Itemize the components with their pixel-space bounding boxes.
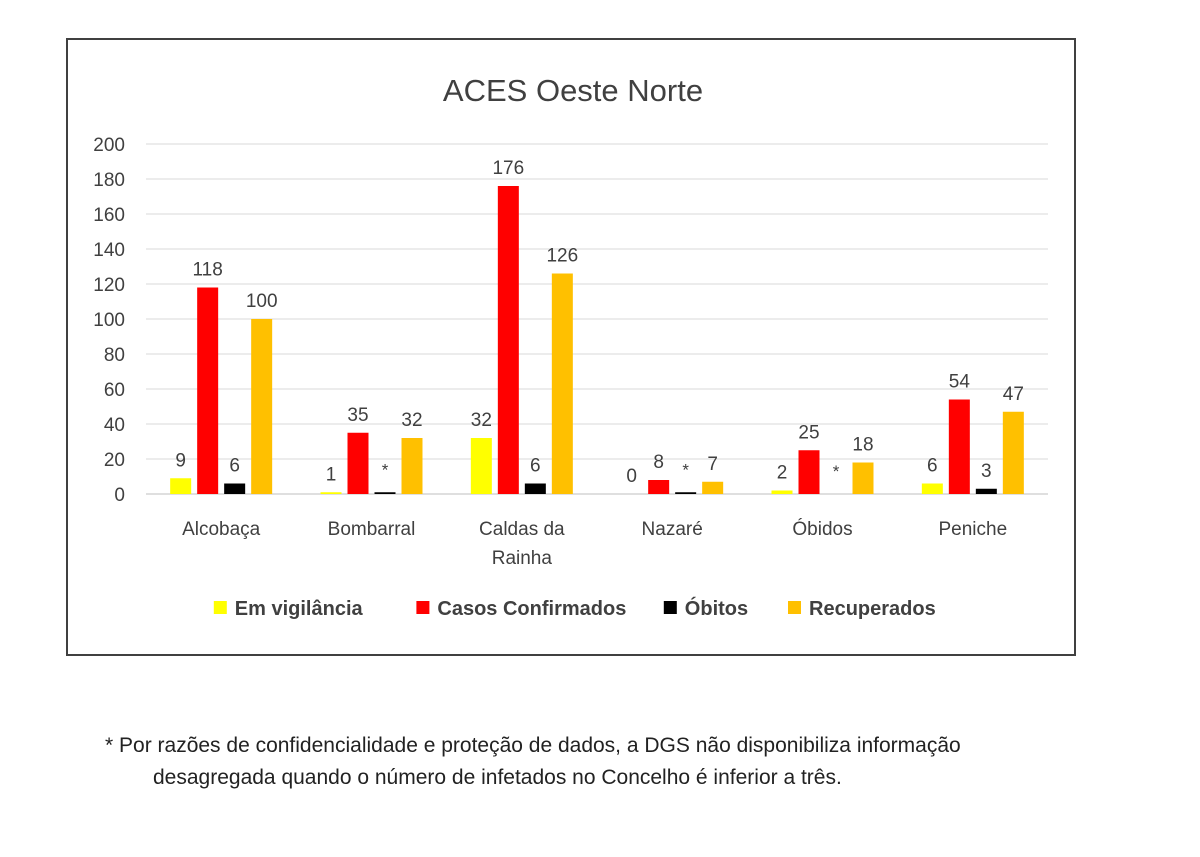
bar: [170, 478, 192, 494]
x-tick-label: Nazaré: [642, 519, 703, 540]
data-label: 9: [175, 450, 186, 471]
legend-swatch: [788, 601, 801, 614]
bar: [401, 438, 423, 494]
data-label: 3: [981, 461, 992, 482]
legend: Em vigilância Casos Confirmados Óbitos Recu…: [213, 596, 936, 620]
bar: [852, 462, 874, 494]
y-tick-label: 140: [93, 240, 125, 261]
legend-label: Recuperados: [809, 598, 936, 620]
data-label: 32: [401, 410, 422, 431]
x-tick-label: Bombarral: [328, 519, 416, 540]
data-labels: 9 1 32 0 2 6 118 35 176 8 25 54 6 * 6 * * 3 100 32 126 7 18 47: [175, 158, 1024, 487]
data-label: 6: [530, 456, 541, 477]
y-tick-label: 120: [93, 275, 125, 296]
bar: [921, 483, 943, 494]
data-label: 176: [492, 158, 524, 179]
bar: [648, 480, 670, 494]
chart-frame: 9 1 32 0 2 6 118 35 176 8 25 54 6 * 6 * * 3 100 32 126 7 18 47 …: [66, 38, 1076, 656]
y-tick-label: 60: [104, 380, 125, 401]
x-tick-label: Alcobaça: [182, 519, 261, 540]
bar: [798, 450, 820, 494]
legend-label: Casos Confirmados: [437, 598, 626, 620]
gridlines: [146, 143, 1048, 495]
bar: [251, 319, 273, 494]
data-label: 54: [949, 372, 971, 393]
y-tick-label: 80: [104, 345, 125, 366]
data-label: 47: [1003, 384, 1024, 405]
data-label: 118: [193, 260, 223, 281]
data-label: 18: [852, 435, 873, 456]
bar: [948, 399, 970, 494]
bar: [524, 483, 546, 494]
bar: [975, 488, 997, 494]
bar: [347, 432, 369, 494]
bar: [702, 481, 724, 494]
legend-label: Em vigilância: [235, 598, 364, 620]
data-label: 25: [798, 422, 819, 443]
footnote-line-1: * Por razões de confidencialidade e prot…: [105, 734, 961, 757]
data-label: 6: [229, 456, 240, 477]
bar: [197, 287, 219, 494]
legend-swatch: [213, 601, 227, 614]
data-label: *: [382, 460, 389, 479]
y-tick-label: 40: [104, 415, 125, 436]
x-tick-label: Rainha: [492, 548, 553, 569]
x-tick-label: Caldas da: [479, 519, 565, 540]
bar: [224, 483, 246, 494]
x-tick-label: Óbidos: [792, 518, 852, 540]
y-tick-label: 180: [93, 170, 125, 191]
data-label: 7: [707, 454, 718, 475]
data-label: 1: [326, 464, 337, 485]
chart-title: ACES Oeste Norte: [443, 73, 703, 108]
data-label: 126: [546, 246, 578, 267]
x-tick-label: Peniche: [938, 519, 1007, 540]
bar: [320, 492, 342, 494]
data-label: 8: [653, 452, 664, 473]
bars: [170, 186, 1024, 494]
footnote: * Por razões de confidencialidade e prot…: [105, 730, 1165, 794]
legend-swatch: [416, 601, 430, 614]
bar: [675, 492, 697, 494]
bar: [771, 490, 793, 494]
bar: [1002, 411, 1024, 494]
y-tick-label: 0: [114, 485, 125, 506]
y-tick-label: 100: [93, 310, 125, 331]
data-label: 2: [777, 463, 788, 484]
data-label: 32: [471, 410, 492, 431]
bar: [374, 492, 396, 494]
bar: [470, 438, 492, 494]
legend-label: Óbitos: [685, 596, 748, 620]
legend-swatch: [663, 601, 677, 614]
y-tick-label: 160: [93, 205, 125, 226]
data-label: *: [682, 460, 689, 479]
data-label: 0: [626, 466, 637, 487]
data-label: 6: [927, 456, 938, 477]
data-label: 35: [347, 405, 368, 426]
y-tick-label: 20: [104, 450, 125, 471]
y-tick-label: 200: [93, 135, 125, 156]
data-label: *: [833, 462, 840, 481]
footnote-line-2: desagregada quando o número de infetados…: [153, 766, 842, 789]
bar: [551, 273, 573, 494]
bar: [497, 186, 519, 494]
data-label: 100: [246, 291, 278, 312]
